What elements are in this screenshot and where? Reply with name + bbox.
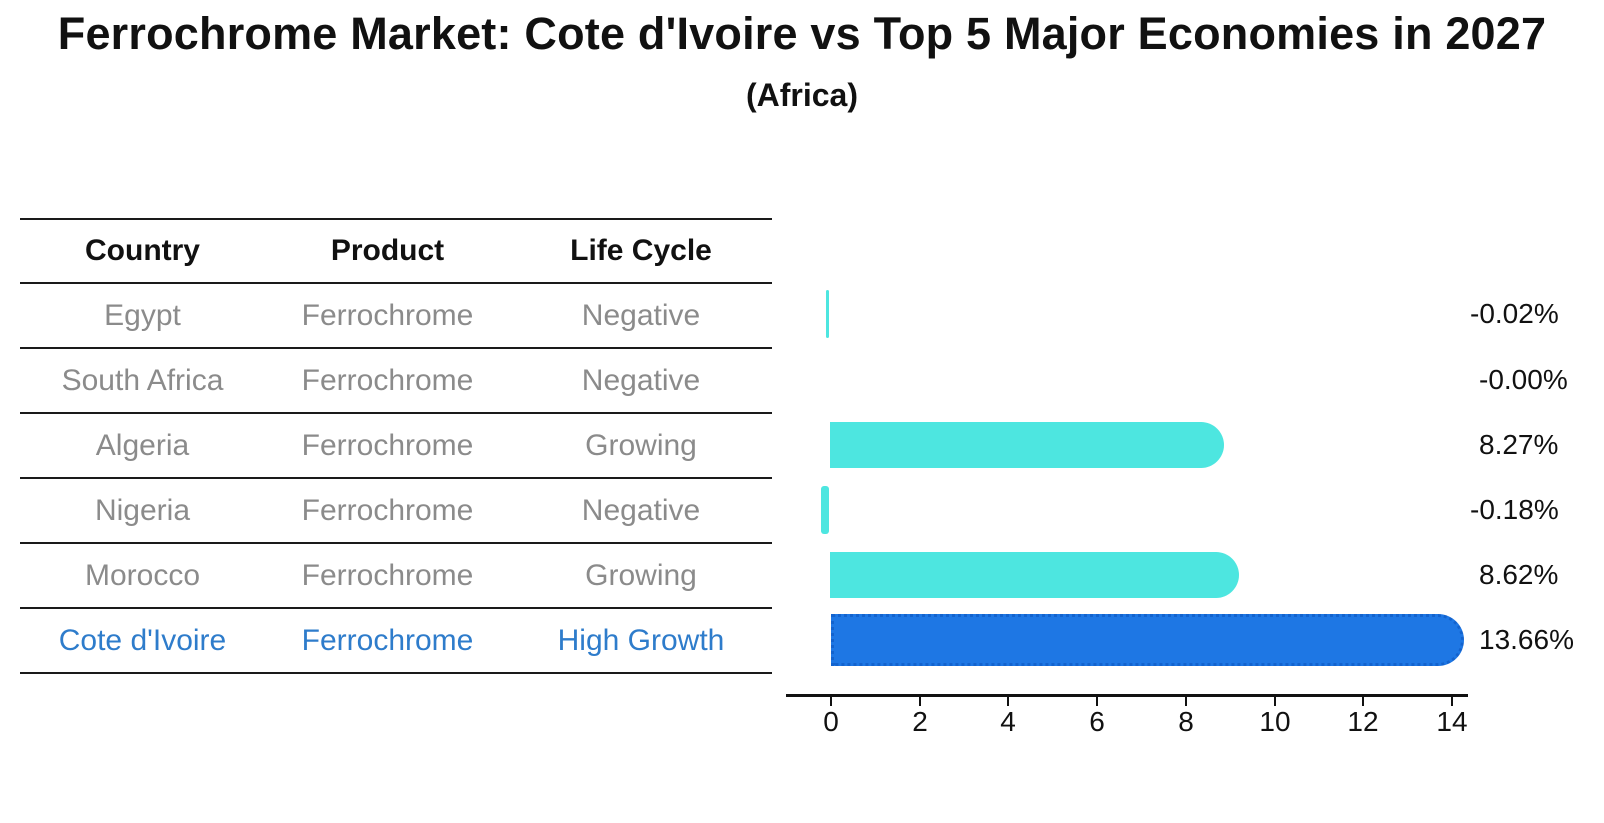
x-axis-tick-label: 8 [1178, 706, 1194, 737]
value-label-nigeria: -0.18% [1470, 494, 1559, 525]
x-axis-tick [1451, 697, 1453, 706]
x-axis-tick [1362, 697, 1364, 706]
bar-nigeria [821, 486, 829, 534]
product-cell: Ferrochrome [301, 493, 474, 527]
product-cell: Ferrochrome [301, 428, 474, 462]
value-label-cote-d-ivoire: 13.66% [1479, 624, 1574, 655]
country-cell: Nigeria [94, 493, 191, 527]
table-header-cell-country: Country [85, 234, 200, 267]
x-axis-tick [1096, 697, 1098, 706]
value-label-morocco: 8.62% [1479, 559, 1559, 590]
life-cycle-cell: Growing [585, 558, 697, 592]
country-table: Country Product Life Cycle Egypt Ferrochrom… [20, 218, 772, 674]
table-row-morocco: Morocco Ferrochrome Growing [20, 544, 772, 609]
table-body: Egypt Ferrochrome Negative South Africa Ferr… [20, 284, 772, 674]
country-cell: Cote d'Ivoire [58, 623, 227, 657]
x-axis-tick-label: 12 [1347, 706, 1379, 737]
bar-cote-d-ivoire [831, 614, 1464, 666]
x-axis-tick [919, 697, 921, 706]
page-title: Ferrochrome Market: Cote d'Ivoire vs Top… [57, 8, 1547, 59]
table-row-algeria: Algeria Ferrochrome Growing [20, 414, 772, 479]
x-axis-tick-label: 6 [1089, 706, 1105, 737]
country-cell: Egypt [104, 298, 181, 332]
life-cycle-cell: High Growth [557, 623, 725, 657]
life-cycle-cell: Growing [585, 428, 697, 462]
x-axis-tick [1274, 697, 1276, 706]
country-cell: South Africa [61, 363, 224, 397]
life-cycle-cell: Negative [581, 363, 701, 397]
product-cell: Ferrochrome [301, 363, 474, 397]
x-axis-tick-label: 4 [1000, 706, 1016, 737]
bar-morocco [830, 552, 1239, 598]
x-axis-line [786, 694, 1468, 697]
bar-algeria [830, 422, 1224, 468]
life-cycle-cell: Negative [581, 298, 701, 332]
table-row-egypt: Egypt Ferrochrome Negative [20, 284, 772, 349]
table-row-south-africa: South Africa Ferrochrome Negative [20, 349, 772, 414]
product-cell: Ferrochrome [301, 623, 474, 657]
x-axis-tick [1007, 697, 1009, 706]
table-row-cote-d-ivoire: Cote d'Ivoire Ferrochrome High Growth [20, 609, 772, 674]
product-cell: Ferrochrome [301, 298, 474, 332]
table-header-cell-product: Product [330, 234, 445, 267]
value-label-algeria: 8.27% [1479, 429, 1559, 460]
x-axis-tick-label: 10 [1259, 706, 1291, 737]
page-subtitle: (Africa) [745, 77, 858, 113]
x-axis-tick [830, 697, 832, 706]
x-axis-tick-label: 0 [823, 706, 839, 737]
x-axis-tick-label: 14 [1436, 706, 1468, 737]
x-axis-tick-label: 2 [912, 706, 928, 737]
x-axis-tick [1185, 697, 1187, 706]
table-row-nigeria: Nigeria Ferrochrome Negative [20, 479, 772, 544]
table-header-cell-life-cycle: Life Cycle [570, 234, 712, 267]
value-label-egypt: -0.02% [1470, 298, 1559, 329]
product-cell: Ferrochrome [301, 558, 474, 592]
bar-egypt [826, 290, 829, 338]
life-cycle-cell: Negative [581, 493, 701, 527]
value-label-south-africa: -0.00% [1479, 364, 1568, 395]
table-header-row: Country Product Life Cycle [20, 220, 772, 284]
country-cell: Morocco [84, 558, 201, 592]
country-cell: Algeria [95, 428, 190, 462]
